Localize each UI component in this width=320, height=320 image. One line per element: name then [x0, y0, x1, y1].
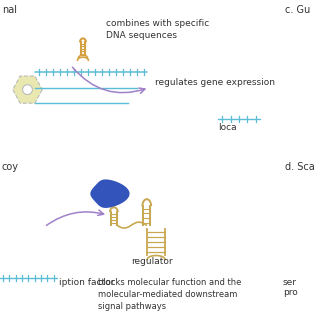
- Text: c. Gu: c. Gu: [285, 5, 310, 15]
- Text: nal: nal: [2, 5, 17, 15]
- Text: regulator: regulator: [131, 257, 173, 266]
- Polygon shape: [90, 180, 130, 208]
- Text: coy: coy: [2, 162, 19, 172]
- Text: ser
pro: ser pro: [283, 278, 298, 298]
- Text: regulates gene expression: regulates gene expression: [155, 78, 275, 87]
- Text: d. Sca: d. Sca: [285, 162, 315, 172]
- Text: iption factor: iption factor: [59, 278, 114, 287]
- Text: combines with specific
DNA sequences: combines with specific DNA sequences: [106, 19, 209, 40]
- Polygon shape: [13, 76, 42, 103]
- Text: loca: loca: [218, 123, 236, 132]
- Text: blocks molecular function and the
molecular-mediated downstream
signal pathways: blocks molecular function and the molecu…: [98, 278, 242, 311]
- Circle shape: [23, 85, 32, 94]
